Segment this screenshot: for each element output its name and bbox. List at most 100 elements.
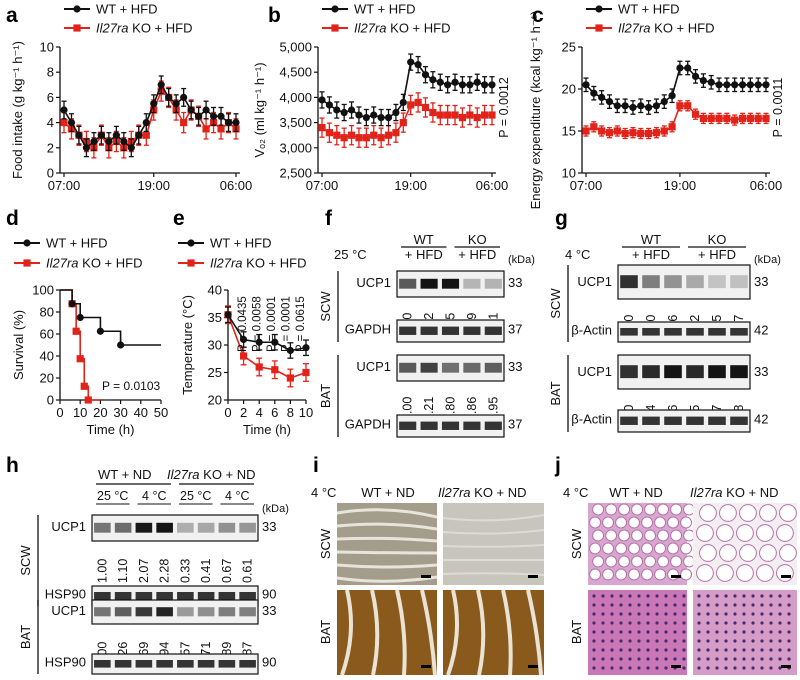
blot-band-lane [730, 275, 748, 289]
data-point [707, 78, 715, 86]
nucleus [673, 648, 677, 652]
data-point [707, 114, 715, 122]
band [239, 607, 256, 617]
adipocyte [776, 524, 794, 542]
nucleus [724, 612, 728, 616]
nucleus [751, 594, 755, 598]
nucleus [787, 594, 791, 598]
blot-band-lane [197, 592, 215, 600]
nucleus [706, 639, 710, 643]
band [399, 421, 417, 430]
data-point [255, 363, 263, 371]
blot-band-lane [463, 326, 481, 335]
legend-swatch-marker [187, 259, 195, 267]
temperature-label: 4 °C [225, 489, 249, 503]
micrograph-i-bat-ko [443, 589, 544, 676]
nucleus [697, 612, 701, 616]
adipocyte [589, 568, 602, 581]
nucleus [646, 657, 650, 661]
nucleus [673, 621, 677, 625]
nucleus [610, 657, 614, 661]
blot-band-lane [420, 362, 438, 373]
nucleus [769, 612, 773, 616]
nucleus [724, 621, 728, 625]
blot-strip [91, 514, 259, 542]
x-tick-label: 06:00 [476, 178, 509, 193]
band [114, 607, 132, 617]
data-point [318, 124, 326, 132]
group-label: WT + ND [361, 485, 415, 500]
data-point [392, 129, 400, 137]
nucleus [619, 666, 623, 670]
nucleus [706, 657, 710, 661]
scale-bar [671, 665, 681, 668]
band [664, 365, 682, 379]
data-point [117, 341, 125, 349]
data-point [605, 98, 614, 106]
blot-strip [617, 354, 751, 390]
blot-band-lane [463, 421, 481, 430]
p-value: P = 0.0001 [281, 296, 293, 352]
adipocyte [699, 544, 717, 562]
y-tick-label: 8 [47, 65, 54, 80]
data-point [67, 119, 76, 127]
nucleus [610, 666, 614, 670]
nucleus [664, 630, 668, 634]
nucleus [778, 648, 782, 652]
densitometry-value: 2.28 [158, 559, 172, 583]
y-tick-label: 25 [562, 40, 576, 55]
nucleus [637, 657, 641, 661]
nucleus [760, 603, 764, 607]
band [420, 421, 438, 430]
nucleus [769, 639, 773, 643]
nucleus [619, 594, 623, 598]
data-point [738, 81, 747, 89]
data-point [429, 108, 437, 117]
nucleus [742, 630, 746, 634]
scale-bar [781, 575, 791, 578]
y-tick-label: 2,500 [279, 166, 312, 181]
scale-bar [421, 665, 431, 668]
adipocyte [680, 542, 693, 555]
data-point [224, 311, 232, 319]
y-tick-label: 6 [47, 90, 54, 105]
legend-swatch-marker [23, 239, 31, 247]
blot-band-lane [177, 660, 194, 668]
y-tick-label: 3,500 [279, 115, 312, 130]
band [620, 365, 638, 379]
nucleus [628, 657, 632, 661]
blot-label: β-Actin [571, 412, 612, 427]
blot-band-lane [730, 416, 748, 425]
blot-band-lane [135, 522, 153, 533]
band [399, 278, 417, 289]
x-tick-label: 07:00 [306, 178, 339, 193]
adipocyte [592, 503, 605, 516]
nucleus [637, 594, 641, 598]
band [484, 278, 502, 289]
nucleus [751, 630, 755, 634]
data-point [715, 81, 723, 89]
nucleus [637, 612, 641, 616]
legend-entry: WT + HFD [210, 236, 272, 251]
scale-bar [671, 575, 681, 578]
blot-band-lane [484, 278, 502, 289]
band [239, 660, 256, 668]
y-tick-label: 80 [40, 305, 54, 320]
nucleus [592, 621, 596, 625]
adipocyte [736, 564, 754, 582]
data-point [754, 81, 762, 89]
y-axis-label: Temperature (°C) [180, 295, 195, 395]
data-point [676, 102, 684, 110]
nucleus [733, 612, 737, 616]
group-label: WT + ND [609, 485, 663, 500]
blot-band-lane [620, 275, 638, 289]
p-value: P = 0.0435 [237, 296, 249, 352]
blot-band-lane [114, 660, 132, 668]
adipocyte [683, 529, 696, 542]
kda-unit: (kDa) [262, 503, 289, 515]
band [114, 522, 132, 533]
adipocyte [657, 555, 670, 568]
nucleus [646, 639, 650, 643]
tissue-texture [501, 589, 513, 676]
nucleus [628, 612, 632, 616]
